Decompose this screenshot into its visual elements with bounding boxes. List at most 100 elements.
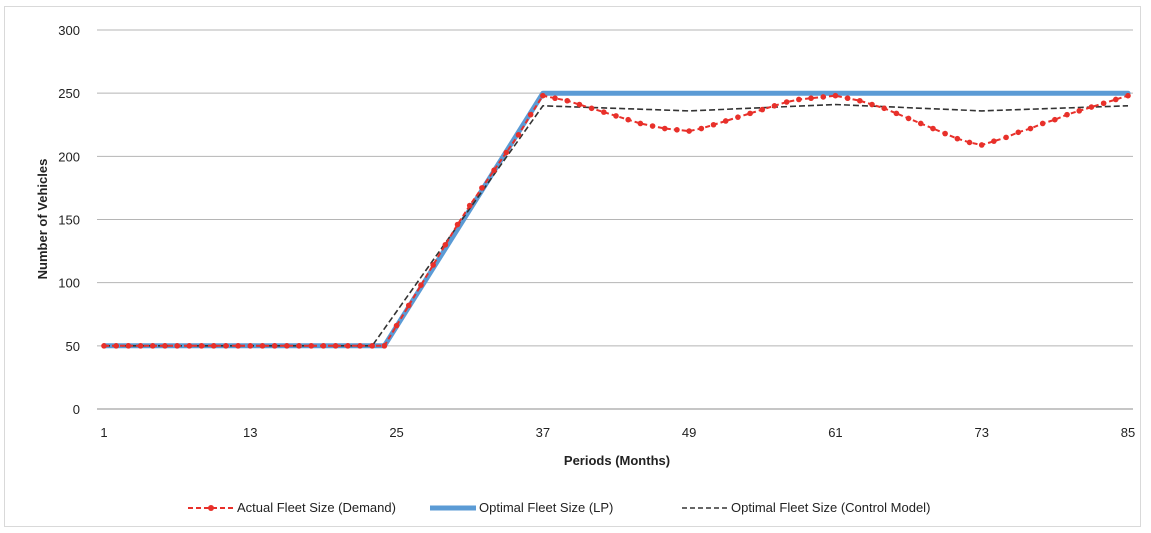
data-point — [637, 120, 644, 127]
x-tick-label: 73 — [974, 425, 988, 440]
y-tick-label: 0 — [73, 402, 80, 417]
legend-item-actual-fleet-size[interactable]: Actual Fleet Size (Demand) — [188, 500, 396, 515]
data-point — [966, 139, 973, 146]
x-axis-title: Periods (Months) — [564, 453, 670, 468]
x-tick-label: 13 — [243, 425, 257, 440]
x-tick-label: 49 — [682, 425, 696, 440]
x-tick-label: 85 — [1121, 425, 1135, 440]
data-point — [796, 96, 802, 103]
x-tick-label: 61 — [828, 425, 842, 440]
data-point — [223, 343, 229, 349]
data-point — [905, 115, 912, 122]
data-point — [893, 110, 900, 117]
data-point — [515, 132, 522, 138]
data-point — [198, 343, 205, 349]
data-point — [686, 128, 692, 134]
y-tick-label: 100 — [58, 276, 80, 291]
data-point — [503, 149, 510, 156]
data-point — [479, 185, 485, 191]
data-point — [978, 142, 985, 148]
data-point — [491, 167, 497, 174]
data-point — [576, 101, 583, 108]
y-tick-label: 150 — [58, 213, 80, 228]
gridlines — [97, 29, 1133, 347]
data-point — [162, 343, 168, 349]
data-point — [917, 120, 924, 127]
data-point — [405, 302, 412, 309]
data-point — [296, 343, 302, 349]
data-point — [308, 343, 315, 349]
data-point — [735, 114, 741, 120]
data-point — [381, 343, 388, 349]
data-point — [1125, 92, 1131, 99]
data-point — [369, 343, 375, 349]
x-tick-label: 1 — [100, 425, 107, 440]
data-point — [771, 103, 778, 109]
data-point — [601, 109, 607, 115]
legend-item-optimal-fleet-size-control[interactable]: Optimal Fleet Size (Control Model) — [682, 500, 930, 515]
data-point — [186, 343, 193, 349]
data-point — [101, 343, 107, 349]
legend-item-optimal-fleet-size-lp[interactable]: Optimal Fleet Size (LP) — [430, 500, 613, 515]
data-point — [722, 118, 729, 124]
y-tick-label: 300 — [58, 23, 80, 38]
data-point — [832, 92, 839, 99]
data-point — [113, 343, 119, 349]
data-point — [284, 343, 290, 349]
data-point — [418, 282, 424, 288]
data-point — [210, 343, 217, 349]
legend: Actual Fleet Size (Demand) Optimal Fleet… — [188, 500, 930, 515]
data-point — [1088, 104, 1095, 110]
legend-label-actual: Actual Fleet Size (Demand) — [237, 500, 396, 515]
y-tick-label: 50 — [66, 339, 80, 354]
data-point — [430, 262, 436, 268]
data-point — [454, 221, 461, 228]
data-point — [1100, 100, 1107, 107]
data-point — [564, 97, 571, 104]
data-point — [869, 101, 875, 108]
data-point — [466, 202, 473, 209]
data-point — [527, 111, 534, 118]
data-point — [649, 123, 656, 129]
data-point — [1064, 111, 1070, 118]
data-point — [149, 343, 156, 349]
legend-label-lp: Optimal Fleet Size (LP) — [479, 500, 613, 515]
data-point — [1113, 96, 1119, 103]
legend-label-control: Optimal Fleet Size (Control Model) — [731, 500, 930, 515]
data-point — [625, 116, 631, 123]
data-point — [698, 125, 705, 132]
data-point — [235, 343, 241, 349]
data-point — [954, 135, 961, 142]
data-point — [1052, 116, 1058, 123]
data-point — [930, 125, 936, 132]
data-point — [1015, 129, 1022, 136]
data-point — [881, 105, 887, 112]
data-point — [1027, 125, 1034, 132]
series-lines — [101, 90, 1131, 349]
data-point — [442, 241, 449, 248]
y-tick-labels: 0 50 100 150 200 250 300 — [58, 23, 80, 417]
data-point — [137, 343, 144, 349]
data-point — [247, 343, 254, 349]
data-point — [674, 127, 680, 133]
data-point — [357, 343, 363, 349]
data-point — [552, 95, 558, 102]
data-point — [759, 106, 766, 113]
data-point — [332, 343, 339, 349]
data-point — [844, 95, 851, 102]
data-point — [747, 110, 753, 117]
x-tick-label: 37 — [536, 425, 550, 440]
y-tick-label: 250 — [58, 86, 80, 101]
data-point — [613, 113, 619, 119]
data-point — [588, 105, 595, 112]
data-point — [808, 95, 814, 102]
data-point — [820, 94, 827, 100]
data-point — [393, 322, 400, 329]
x-tick-label: 25 — [389, 425, 403, 440]
data-point — [320, 343, 327, 349]
series-line-2 — [104, 103, 1129, 347]
y-tick-label: 200 — [58, 149, 80, 164]
x-tick-labels: 1 13 25 37 49 61 73 85 — [100, 425, 1135, 440]
data-point — [345, 343, 351, 349]
